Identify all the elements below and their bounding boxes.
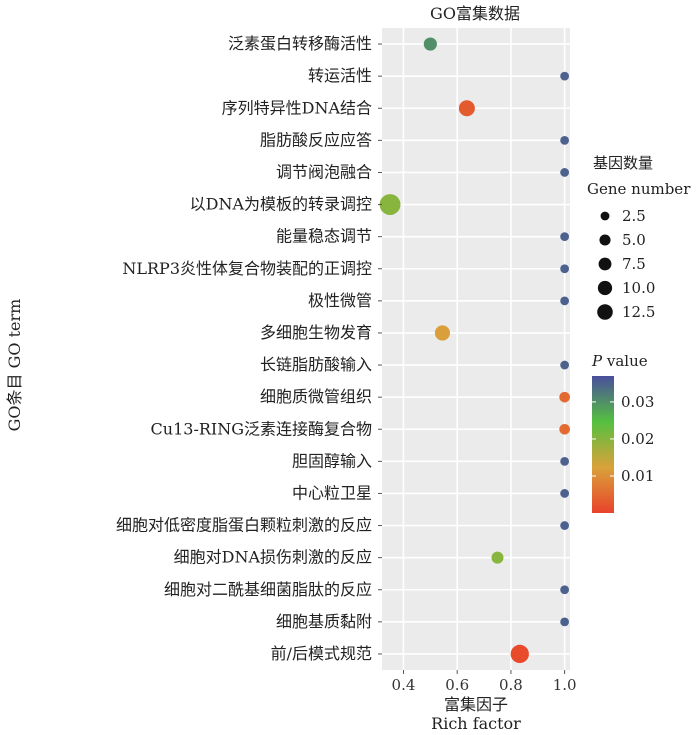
chart-title: GO富集数据 [430, 4, 520, 23]
data-point [560, 168, 570, 177]
y-tick-label: 以DNA为模板的转录调控 [190, 195, 372, 214]
color-legend-label: 0.01 [621, 467, 654, 485]
y-tick-label: NLRP3炎性体复合物装配的正调控 [122, 259, 372, 278]
y-tick-label: 脂肪酸反应应答 [260, 130, 372, 149]
plot-panel [382, 28, 570, 670]
size-legend-title-cn: 基因数量 [593, 154, 653, 172]
x-tick-label: 0.4 [392, 676, 416, 694]
size-legend: 基因数量 Gene number 2.5 5.0 7.5 10.0 12.5 [587, 154, 691, 321]
grid-lines [382, 28, 570, 670]
data-point [560, 521, 570, 530]
y-tick-label: 序列特异性DNA结合 [222, 98, 372, 117]
y-tick-label: 细胞质微管组织 [260, 387, 372, 406]
y-tick-labels: 泛素蛋白转移酶活性转运活性序列特异性DNA结合脂肪酸反应应答调节阀泡融合以DNA… [116, 34, 382, 663]
size-legend-label: 7.5 [622, 255, 646, 273]
y-tick-label: 调节阀泡融合 [276, 162, 372, 181]
data-point [560, 264, 570, 274]
y-tick-label: 转运活性 [308, 66, 372, 85]
data-point [560, 296, 570, 306]
y-tick-label: 细胞对DNA损伤刺激的反应 [174, 548, 372, 567]
data-point [434, 325, 451, 341]
x-tick-label: 0.8 [499, 676, 523, 694]
y-tick-label: 极性微管 [308, 291, 372, 310]
color-legend-title: P value [591, 352, 648, 370]
data-point [559, 423, 570, 435]
y-tick-label: 细胞对低密度脂蛋白颗粒刺激的反应 [116, 516, 372, 535]
data-point [560, 71, 570, 81]
size-legend-key [600, 211, 610, 221]
size-legend-label: 12.5 [622, 303, 655, 321]
x-axis-title-en: Rich factor [431, 714, 521, 733]
size-legend-key [597, 280, 613, 296]
y-tick-label: 前/后模式规范 [271, 644, 372, 663]
data-point [560, 585, 570, 595]
size-legend-title-en: Gene number [587, 180, 691, 198]
data-point [560, 617, 570, 627]
y-tick-label: 细胞基质黏附 [276, 612, 372, 631]
y-tick-label: Cu13-RING泛素连接酶复合物 [151, 419, 372, 438]
size-legend-label: 2.5 [622, 207, 646, 225]
color-legend-title-value: value [602, 352, 648, 370]
color-legend: P value 0.03 0.02 0.01 [591, 352, 654, 513]
size-legend-key [597, 304, 613, 320]
y-tick-label: 能量稳态调节 [276, 227, 372, 246]
color-legend-label: 0.02 [621, 430, 654, 448]
size-legend-label: 5.0 [622, 231, 646, 249]
data-point [379, 194, 401, 215]
data-point [560, 489, 570, 498]
data-point [423, 37, 437, 51]
data-point [510, 644, 529, 664]
size-legend-key [598, 257, 612, 271]
size-legend-label: 10.0 [622, 279, 655, 297]
data-point [560, 232, 570, 242]
y-tick-label: 胆固醇输入 [292, 451, 372, 470]
data-point [560, 135, 570, 145]
data-points [379, 37, 570, 664]
data-point [560, 360, 570, 370]
y-tick-label: 中心粒卫星 [292, 483, 372, 502]
data-point [458, 100, 475, 117]
x-tick-labels: 0.4 0.6 0.8 1.0 [392, 670, 577, 694]
y-tick-label: 多细胞生物发育 [260, 323, 372, 342]
data-point [560, 456, 570, 466]
color-legend-title-p: P [591, 352, 603, 370]
y-tick-label: 泛素蛋白转移酶活性 [228, 34, 372, 53]
color-legend-label: 0.03 [621, 393, 654, 411]
x-tick-label: 1.0 [553, 676, 577, 694]
y-axis-title: GO条目 GO term [5, 299, 24, 432]
data-point [491, 551, 504, 564]
x-tick-label: 0.6 [445, 676, 469, 694]
size-legend-key [599, 234, 611, 246]
y-tick-label: 细胞对二酰基细菌脂肽的反应 [164, 580, 372, 599]
color-bar [592, 376, 614, 513]
data-point [559, 391, 570, 403]
x-axis-title-cn: 富集因子 [444, 695, 508, 714]
y-tick-label: 长链脂肪酸输入 [260, 355, 372, 374]
